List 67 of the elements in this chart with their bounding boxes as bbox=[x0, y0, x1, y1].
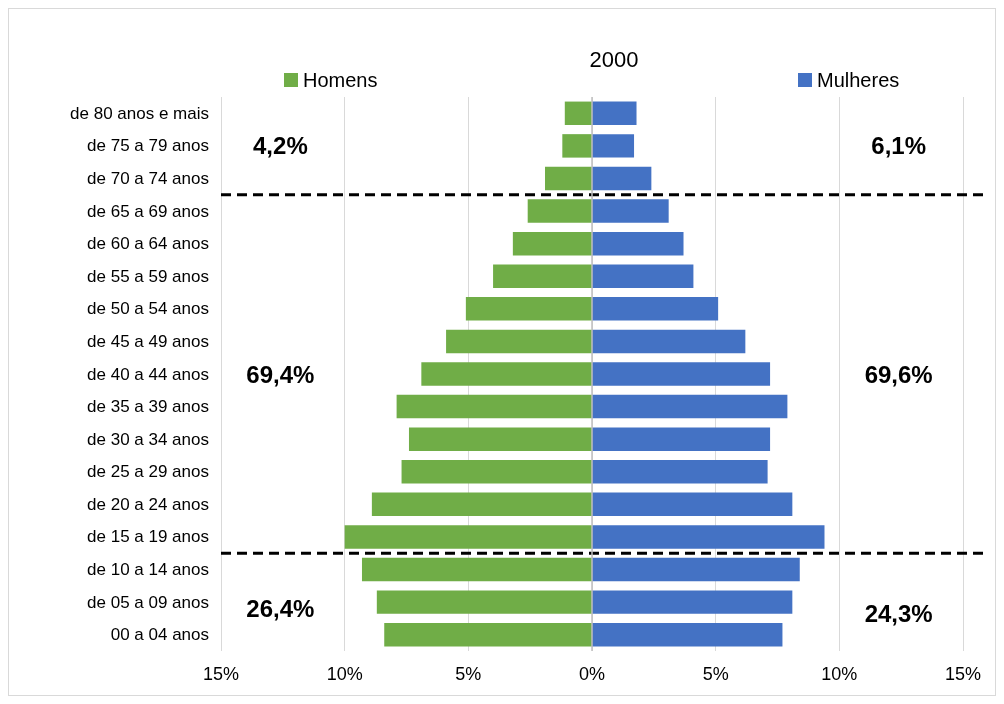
bar bbox=[371, 492, 592, 517]
chart-title: 2000 bbox=[589, 46, 639, 72]
annotation: 4,2% bbox=[253, 132, 308, 160]
bar bbox=[592, 134, 635, 158]
y-tick-label: de 15 a 19 anos bbox=[87, 527, 209, 547]
bar bbox=[592, 622, 783, 647]
bar bbox=[592, 394, 788, 419]
y-tick-label: de 60 a 64 anos bbox=[87, 234, 209, 254]
bar bbox=[592, 166, 652, 191]
bar bbox=[592, 427, 771, 451]
annotation: 26,4% bbox=[246, 595, 315, 623]
y-tick-label: de 55 a 59 anos bbox=[87, 266, 209, 286]
x-tick-label: 5% bbox=[455, 664, 482, 684]
annotation: 69,4% bbox=[246, 360, 315, 388]
bar bbox=[592, 557, 800, 582]
x-tick-label: 0% bbox=[578, 664, 606, 684]
bar bbox=[446, 329, 592, 354]
bar bbox=[592, 362, 771, 386]
x-tick-label: 10% bbox=[821, 664, 858, 684]
bar bbox=[592, 460, 768, 484]
bar bbox=[512, 231, 592, 256]
bar bbox=[592, 199, 669, 223]
bar bbox=[592, 297, 719, 321]
legend-label: Mulheres bbox=[817, 69, 900, 91]
y-tick-label: de 30 a 34 anos bbox=[87, 429, 209, 449]
bar bbox=[376, 590, 592, 614]
annotation: 24,3% bbox=[864, 600, 933, 628]
bar bbox=[592, 590, 793, 614]
bar bbox=[592, 264, 694, 288]
bar bbox=[344, 525, 592, 549]
bar bbox=[564, 101, 592, 126]
annotation: 6,1% bbox=[871, 132, 927, 160]
bar bbox=[592, 329, 746, 354]
x-tick-label: 5% bbox=[702, 664, 729, 684]
bar bbox=[545, 166, 592, 191]
bar bbox=[493, 264, 592, 288]
y-tick-label: de 70 a 74 anos bbox=[87, 168, 209, 188]
bar bbox=[396, 394, 592, 419]
bar bbox=[592, 231, 684, 256]
y-tick-label: de 75 a 79 anos bbox=[87, 136, 209, 156]
bar bbox=[592, 525, 825, 549]
y-tick-label: 00 a 04 anos bbox=[110, 625, 209, 645]
y-tick-label: de 65 a 69 anos bbox=[87, 201, 209, 221]
bar bbox=[384, 622, 592, 647]
y-tick-label: de 45 a 49 anos bbox=[87, 331, 209, 351]
bar bbox=[465, 297, 592, 321]
x-tick-label: 15% bbox=[944, 664, 982, 684]
bar bbox=[421, 362, 592, 386]
bar bbox=[361, 557, 592, 582]
bar bbox=[401, 460, 592, 484]
y-tick-label: de 25 a 29 anos bbox=[87, 462, 209, 482]
bar bbox=[562, 134, 592, 158]
x-tick-label: 15% bbox=[202, 664, 240, 684]
y-tick-label: de 50 a 54 anos bbox=[87, 299, 209, 319]
y-tick-label: de 80 anos e mais bbox=[70, 103, 209, 123]
bar bbox=[527, 199, 592, 223]
x-tick-label: 10% bbox=[326, 664, 363, 684]
bar bbox=[408, 427, 592, 451]
y-tick-label: de 20 a 24 anos bbox=[87, 494, 209, 514]
y-tick-label: de 10 a 14 anos bbox=[87, 560, 209, 580]
y-tick-label: de 05 a 09 anos bbox=[87, 592, 209, 612]
annotation: 69,6% bbox=[864, 360, 933, 388]
bar bbox=[592, 101, 637, 126]
bar bbox=[592, 492, 793, 517]
legend-label: Homens bbox=[303, 69, 378, 91]
y-tick-label: de 35 a 39 anos bbox=[87, 397, 209, 417]
y-tick-label: de 40 a 44 anos bbox=[87, 364, 209, 384]
